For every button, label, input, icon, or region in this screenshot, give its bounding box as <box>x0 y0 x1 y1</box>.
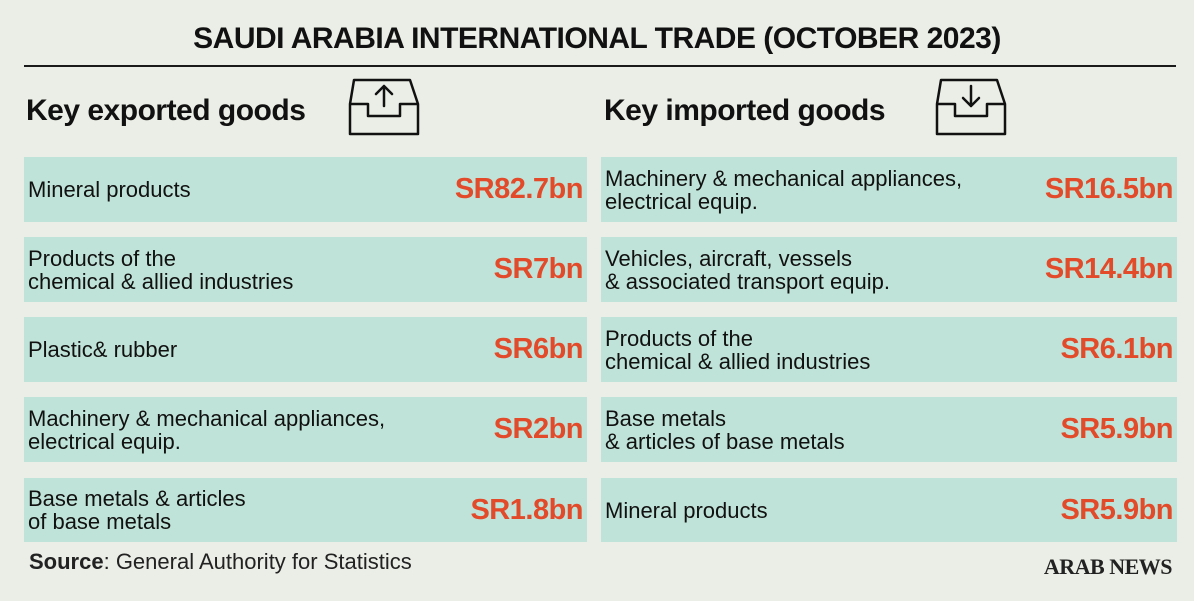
row-label: Mineral products <box>605 497 768 523</box>
row-label: Base metals & articles of base metals <box>28 486 246 534</box>
source-text: : General Authority for Statistics <box>103 549 412 574</box>
row-value: SR1.8bn <box>470 493 583 526</box>
row-value: SR5.9bn <box>1060 493 1173 526</box>
row-label: Base metals & articles of base metals <box>605 405 845 454</box>
imports-header: Key imported goods <box>601 70 1177 145</box>
row-value: SR6bn <box>493 333 584 365</box>
source-note: Source: General Authority for Statistics <box>29 549 412 575</box>
imports-row: Vehicles, aircraft, vessels & associated… <box>601 237 1177 302</box>
exports-row: Base metals & articles of base metals SR… <box>24 478 587 542</box>
imports-row: Base metals & articles of base metals SR… <box>601 397 1177 462</box>
brand-logo: ARAB NEWS <box>1043 554 1173 579</box>
tray-upload-icon <box>348 78 420 136</box>
exports-row: Plastic& rubber SR6bn <box>24 317 587 382</box>
row-label: Machinery & mechanical appliances, elect… <box>28 405 386 454</box>
row-label: Plastic& rubber <box>28 337 178 362</box>
row-value: SR2bn <box>493 413 584 445</box>
imports-row: Mineral products SR5.9bn <box>601 478 1177 542</box>
row-value: SR82.7bn <box>454 173 584 205</box>
row-value: SR6.1bn <box>1060 333 1173 365</box>
row-value: SR14.4bn <box>1044 253 1174 285</box>
title-divider <box>24 65 1176 67</box>
imports-heading: Key imported goods <box>604 94 886 127</box>
row-label: Machinery & mechanical appliances, elect… <box>605 165 963 214</box>
exports-row: Machinery & mechanical appliances, elect… <box>24 397 587 462</box>
row-label: Products of the chemical & allied indust… <box>605 325 871 374</box>
exports-row: Mineral products SR82.7bn <box>24 157 587 222</box>
exports-row: Products of the chemical & allied indust… <box>24 237 587 302</box>
row-label: Products of the chemical & allied indust… <box>28 245 294 294</box>
exports-header: Key exported goods <box>24 70 587 145</box>
page-title: SAUDI ARABIA INTERNATIONAL TRADE (OCTOBE… <box>193 22 1001 55</box>
source-label: Source <box>29 549 104 574</box>
imports-row: Products of the chemical & allied indust… <box>601 317 1177 382</box>
tray-download-icon <box>935 78 1007 136</box>
imports-row: Machinery & mechanical appliances, elect… <box>601 157 1177 222</box>
row-value: SR16.5bn <box>1044 173 1174 205</box>
row-value: SR5.9bn <box>1060 413 1173 445</box>
row-value: SR7bn <box>493 253 584 285</box>
row-label: Vehicles, aircraft, vessels & associated… <box>605 245 890 294</box>
row-label: Mineral products <box>28 177 191 202</box>
exports-heading: Key exported goods <box>26 94 306 127</box>
